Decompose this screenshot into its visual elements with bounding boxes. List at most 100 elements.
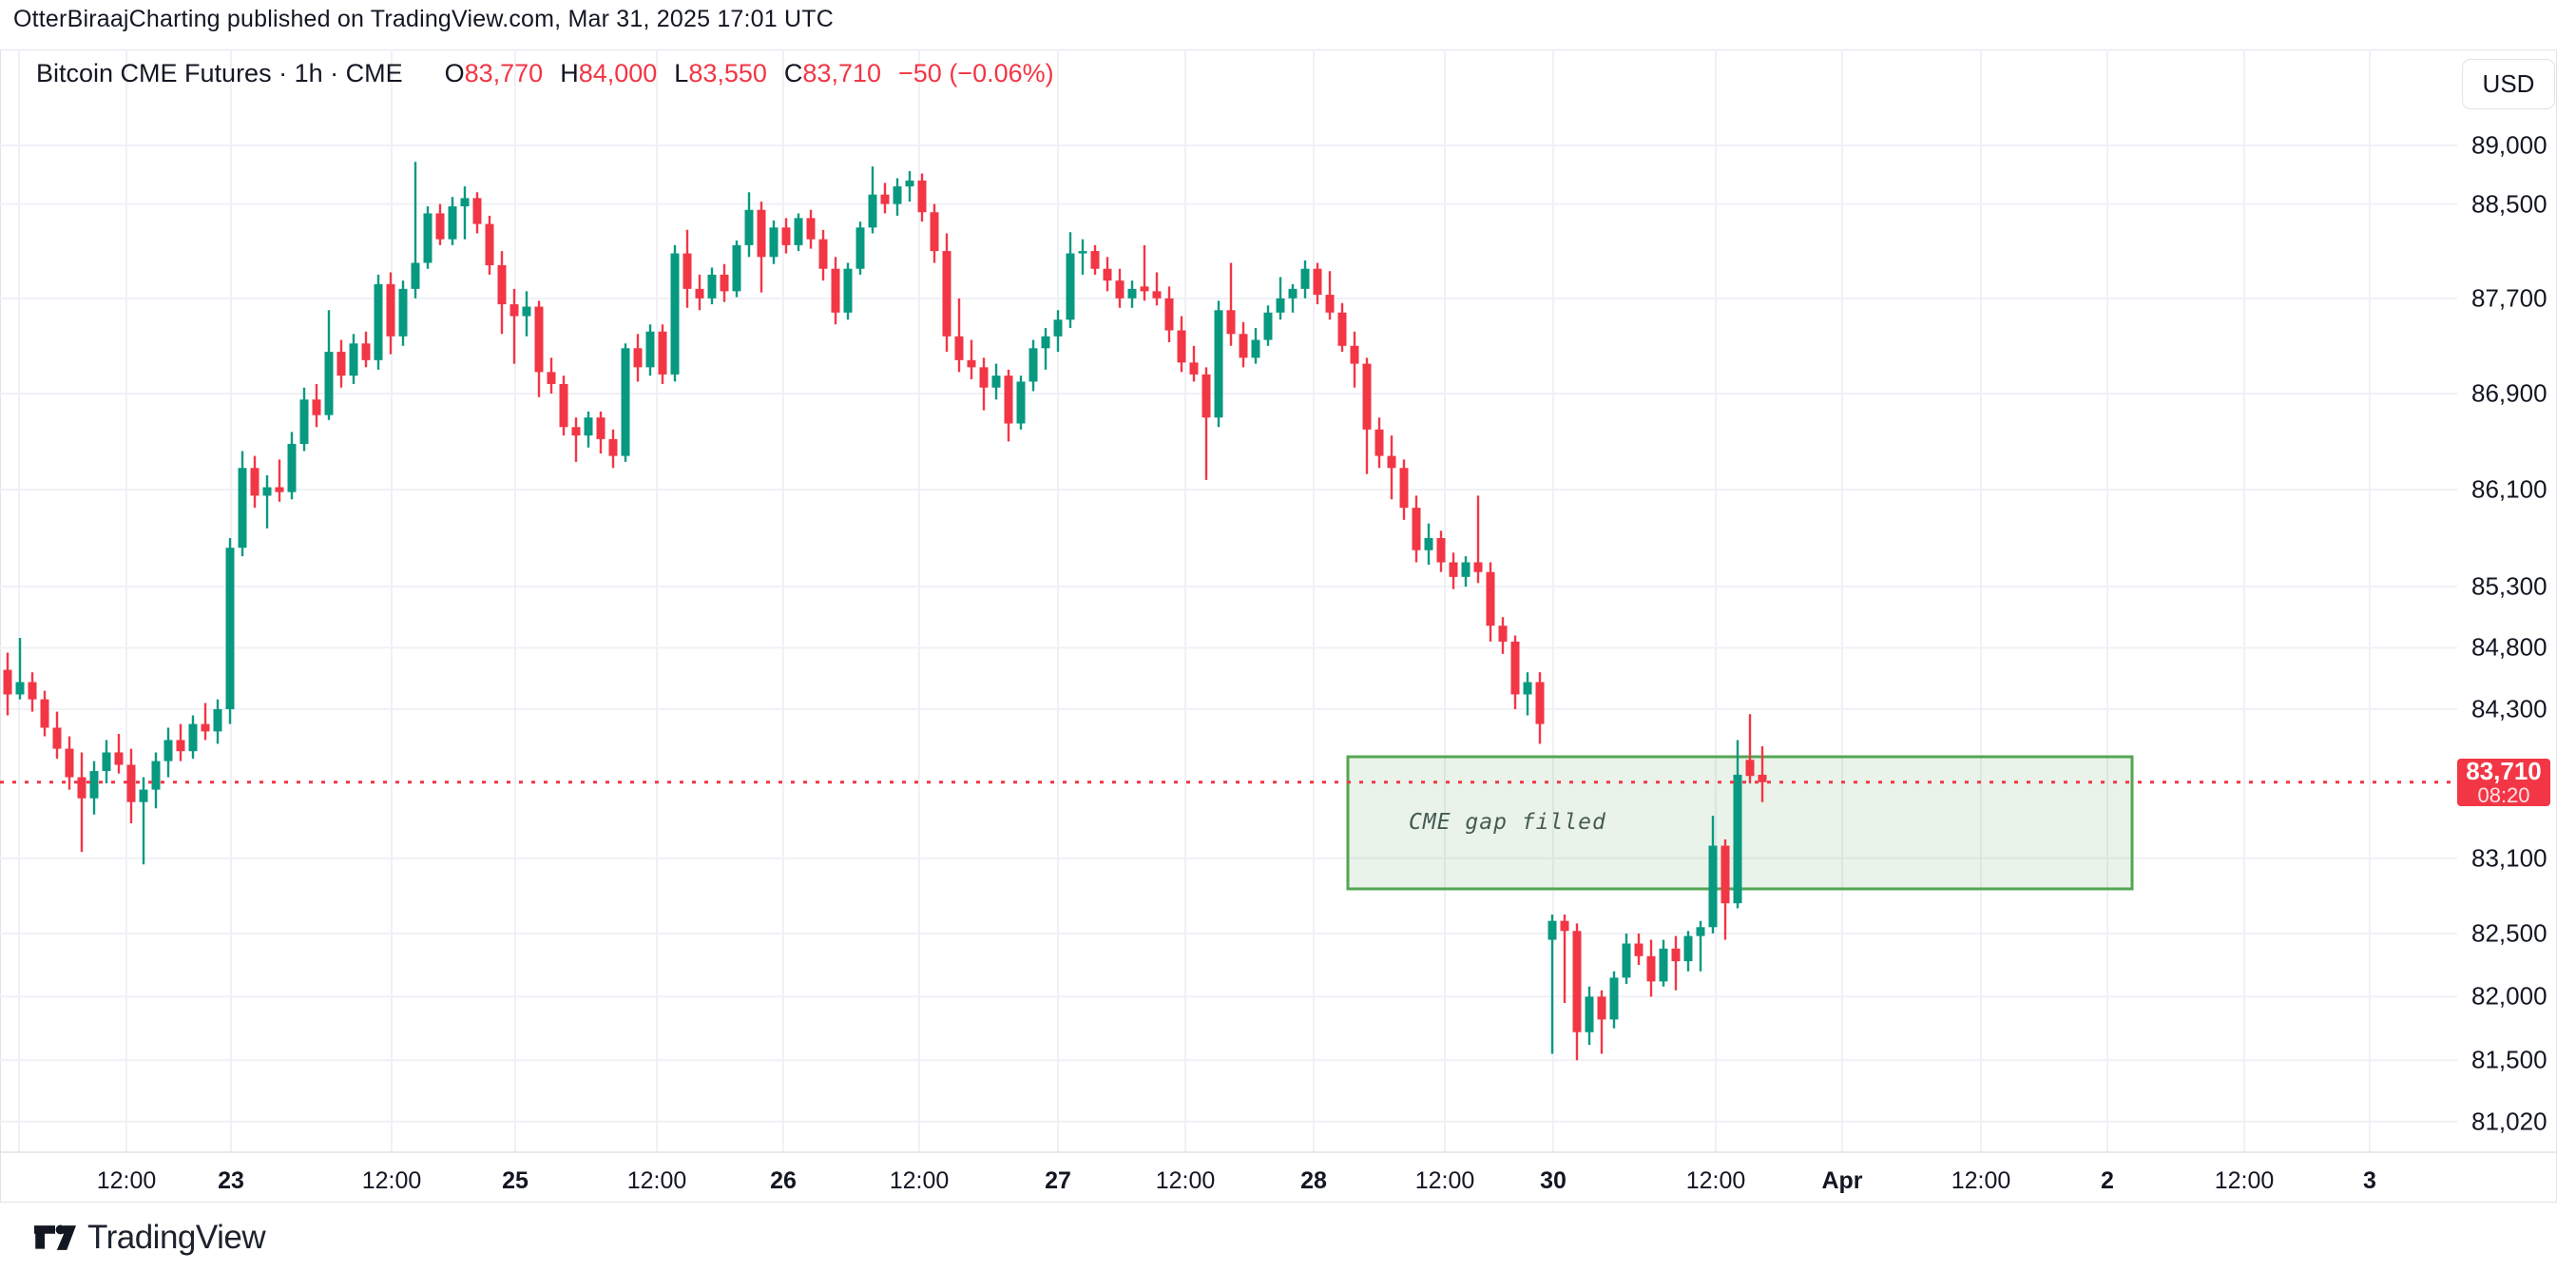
chart-frame [0, 49, 2557, 1203]
candle-body [287, 443, 297, 492]
candle-body [1523, 682, 1532, 695]
candle-body [1572, 931, 1582, 1032]
time-axis-label: 25 [502, 1167, 529, 1194]
candle-body [139, 789, 148, 802]
tradingview-wordmark[interactable]: TradingView [87, 1219, 266, 1256]
candle-body [509, 304, 519, 317]
candle-body [843, 268, 853, 313]
candle-body [1177, 330, 1186, 363]
candle-body [967, 359, 976, 368]
candle-body [1127, 288, 1137, 299]
candle-body [460, 198, 470, 207]
ohlc-close-value: 83,710 [802, 59, 882, 87]
candle-body [238, 468, 247, 549]
candle-body [213, 709, 222, 732]
candle-body [707, 274, 717, 299]
candle-body [1733, 774, 1742, 904]
change-value: −50 (−0.06%) [898, 59, 1054, 87]
candle-body [114, 752, 124, 765]
candle-body [1214, 310, 1223, 418]
candle-body [991, 376, 1001, 388]
ohlc-high-label: H [560, 59, 579, 87]
tradingview-logo-icon[interactable] [34, 1221, 76, 1255]
candle-body [472, 198, 482, 224]
candle-body [1041, 336, 1050, 349]
candle-body [658, 331, 667, 375]
candle-body [386, 283, 395, 337]
candle-body [1337, 312, 1347, 346]
candle-body [349, 343, 358, 376]
last-price-value: 83,710 [2466, 756, 2542, 785]
candle-body [1461, 562, 1471, 577]
candle-body [77, 777, 87, 799]
candle-body [880, 194, 890, 204]
candle-body [1201, 374, 1211, 418]
candle-body [374, 283, 383, 360]
candle-body [1066, 253, 1075, 320]
candle-body [818, 239, 828, 269]
time-axis-label: 23 [218, 1167, 244, 1194]
ohlc-close-label: C [783, 59, 803, 87]
candle-body [361, 343, 371, 360]
candle-body [485, 223, 494, 265]
candle-body [831, 268, 840, 313]
candle-body [695, 288, 704, 299]
candle-body [905, 180, 914, 187]
candle-body [1152, 291, 1162, 299]
time-axis-label: 30 [1540, 1167, 1567, 1194]
candle-body [1745, 760, 1755, 777]
candle-body [89, 771, 99, 799]
time-axis-label: 12:00 [96, 1167, 157, 1194]
candle-body [3, 669, 12, 695]
candle-body [1239, 334, 1248, 358]
time-axis-label: 12:00 [889, 1167, 950, 1194]
candle-body [608, 438, 618, 456]
price-axis-label: 81,020 [2471, 1107, 2547, 1136]
symbol-title-row: Bitcoin CME Futures · 1h · CME O83,770 H84… [36, 59, 1054, 88]
time-axis-label: 12:00 [1685, 1167, 1746, 1194]
candle-body [126, 764, 136, 802]
candle-body [1585, 996, 1594, 1032]
candle-body [1510, 641, 1520, 695]
time-axis-label: 28 [1300, 1167, 1327, 1194]
currency-usd-button[interactable]: USD [2462, 59, 2555, 109]
candle-body [942, 251, 952, 337]
candle-body [571, 427, 581, 436]
time-axis-label: 12:00 [1951, 1167, 2011, 1194]
candle-body [1436, 537, 1446, 563]
candle-body [1758, 774, 1767, 782]
time-axis-label: Apr [1821, 1167, 1863, 1194]
candle-body [596, 417, 606, 439]
candle-body [1597, 996, 1606, 1020]
candle-body [1115, 280, 1125, 299]
candle-body [1671, 948, 1681, 962]
attribution-text: OtterBiraajCharting published on Trading… [13, 6, 835, 32]
annotation-cme-gap-label[interactable]: CME gap filled [1409, 809, 1606, 835]
price-axis-label: 85,300 [2471, 571, 2547, 601]
candle-body [40, 699, 49, 728]
candle-body [954, 336, 964, 360]
candle-body [1535, 682, 1545, 724]
price-axis-label: 89,000 [2471, 130, 2547, 160]
candle-body [1708, 845, 1718, 928]
candle-body [794, 218, 803, 245]
candle-body [769, 227, 779, 258]
candle-body [188, 723, 198, 752]
price-axis-label: 83,100 [2471, 843, 2547, 873]
candle-body [448, 206, 457, 240]
footer: TradingView [34, 1219, 266, 1257]
time-axis-label: 12:00 [1155, 1167, 1216, 1194]
time-axis-label: 26 [770, 1167, 797, 1194]
candle-body [1028, 348, 1038, 382]
candle-body [15, 682, 25, 695]
candle-body [1424, 537, 1433, 550]
candle-body [201, 723, 210, 732]
candle-body [163, 740, 173, 761]
price-axis-label: 84,300 [2471, 694, 2547, 723]
time-axis-label: 12:00 [626, 1167, 687, 1194]
price-axis-label: 82,000 [2471, 981, 2547, 1011]
price-axis-label: 87,700 [2471, 283, 2547, 313]
candle-body [917, 180, 927, 213]
